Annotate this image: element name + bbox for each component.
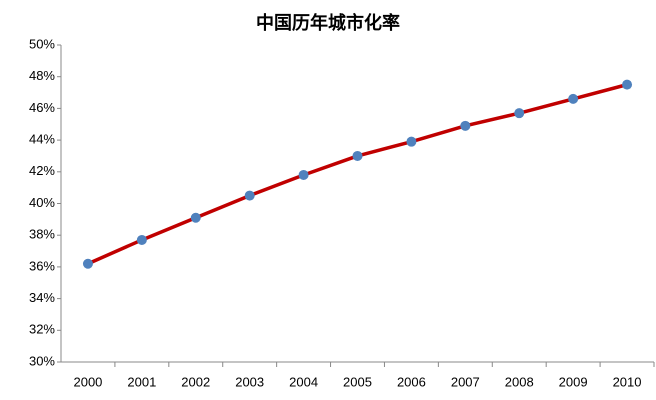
data-point: [82, 258, 93, 269]
x-tick-label: 2001: [127, 374, 156, 389]
data-point: [514, 108, 525, 119]
data-point: [136, 234, 147, 245]
y-tick-label: 44%: [29, 132, 55, 147]
data-point: [406, 136, 417, 147]
x-tick-label: 2002: [181, 374, 210, 389]
x-tick-label: 2008: [505, 374, 534, 389]
x-tick-label: 2004: [289, 374, 318, 389]
data-point: [244, 190, 255, 201]
y-tick-label: 40%: [29, 195, 55, 210]
y-tick-label: 30%: [29, 353, 55, 368]
y-tick-label: 48%: [29, 68, 55, 83]
y-tick-label: 34%: [29, 290, 55, 305]
x-tick-label: 2006: [397, 374, 426, 389]
y-tick-label: 50%: [29, 36, 55, 51]
x-tick-label: 2009: [559, 374, 588, 389]
x-tick-label: 2005: [343, 374, 372, 389]
y-tick-label: 36%: [29, 258, 55, 273]
y-tick-label: 38%: [29, 227, 55, 242]
y-tick-label: 32%: [29, 322, 55, 337]
data-point: [352, 150, 363, 161]
data-point: [460, 120, 471, 131]
data-point: [622, 79, 633, 90]
data-point: [298, 169, 309, 180]
data-point: [568, 93, 579, 104]
y-tick-label: 46%: [29, 100, 55, 115]
y-tick-label: 42%: [29, 163, 55, 178]
chart-title: 中国历年城市化率: [256, 12, 400, 34]
x-tick-label: 2007: [451, 374, 480, 389]
x-tick-label: 2010: [613, 374, 642, 389]
data-point: [190, 212, 201, 223]
x-tick-label: 2000: [73, 374, 102, 389]
x-tick-label: 2003: [235, 374, 264, 389]
